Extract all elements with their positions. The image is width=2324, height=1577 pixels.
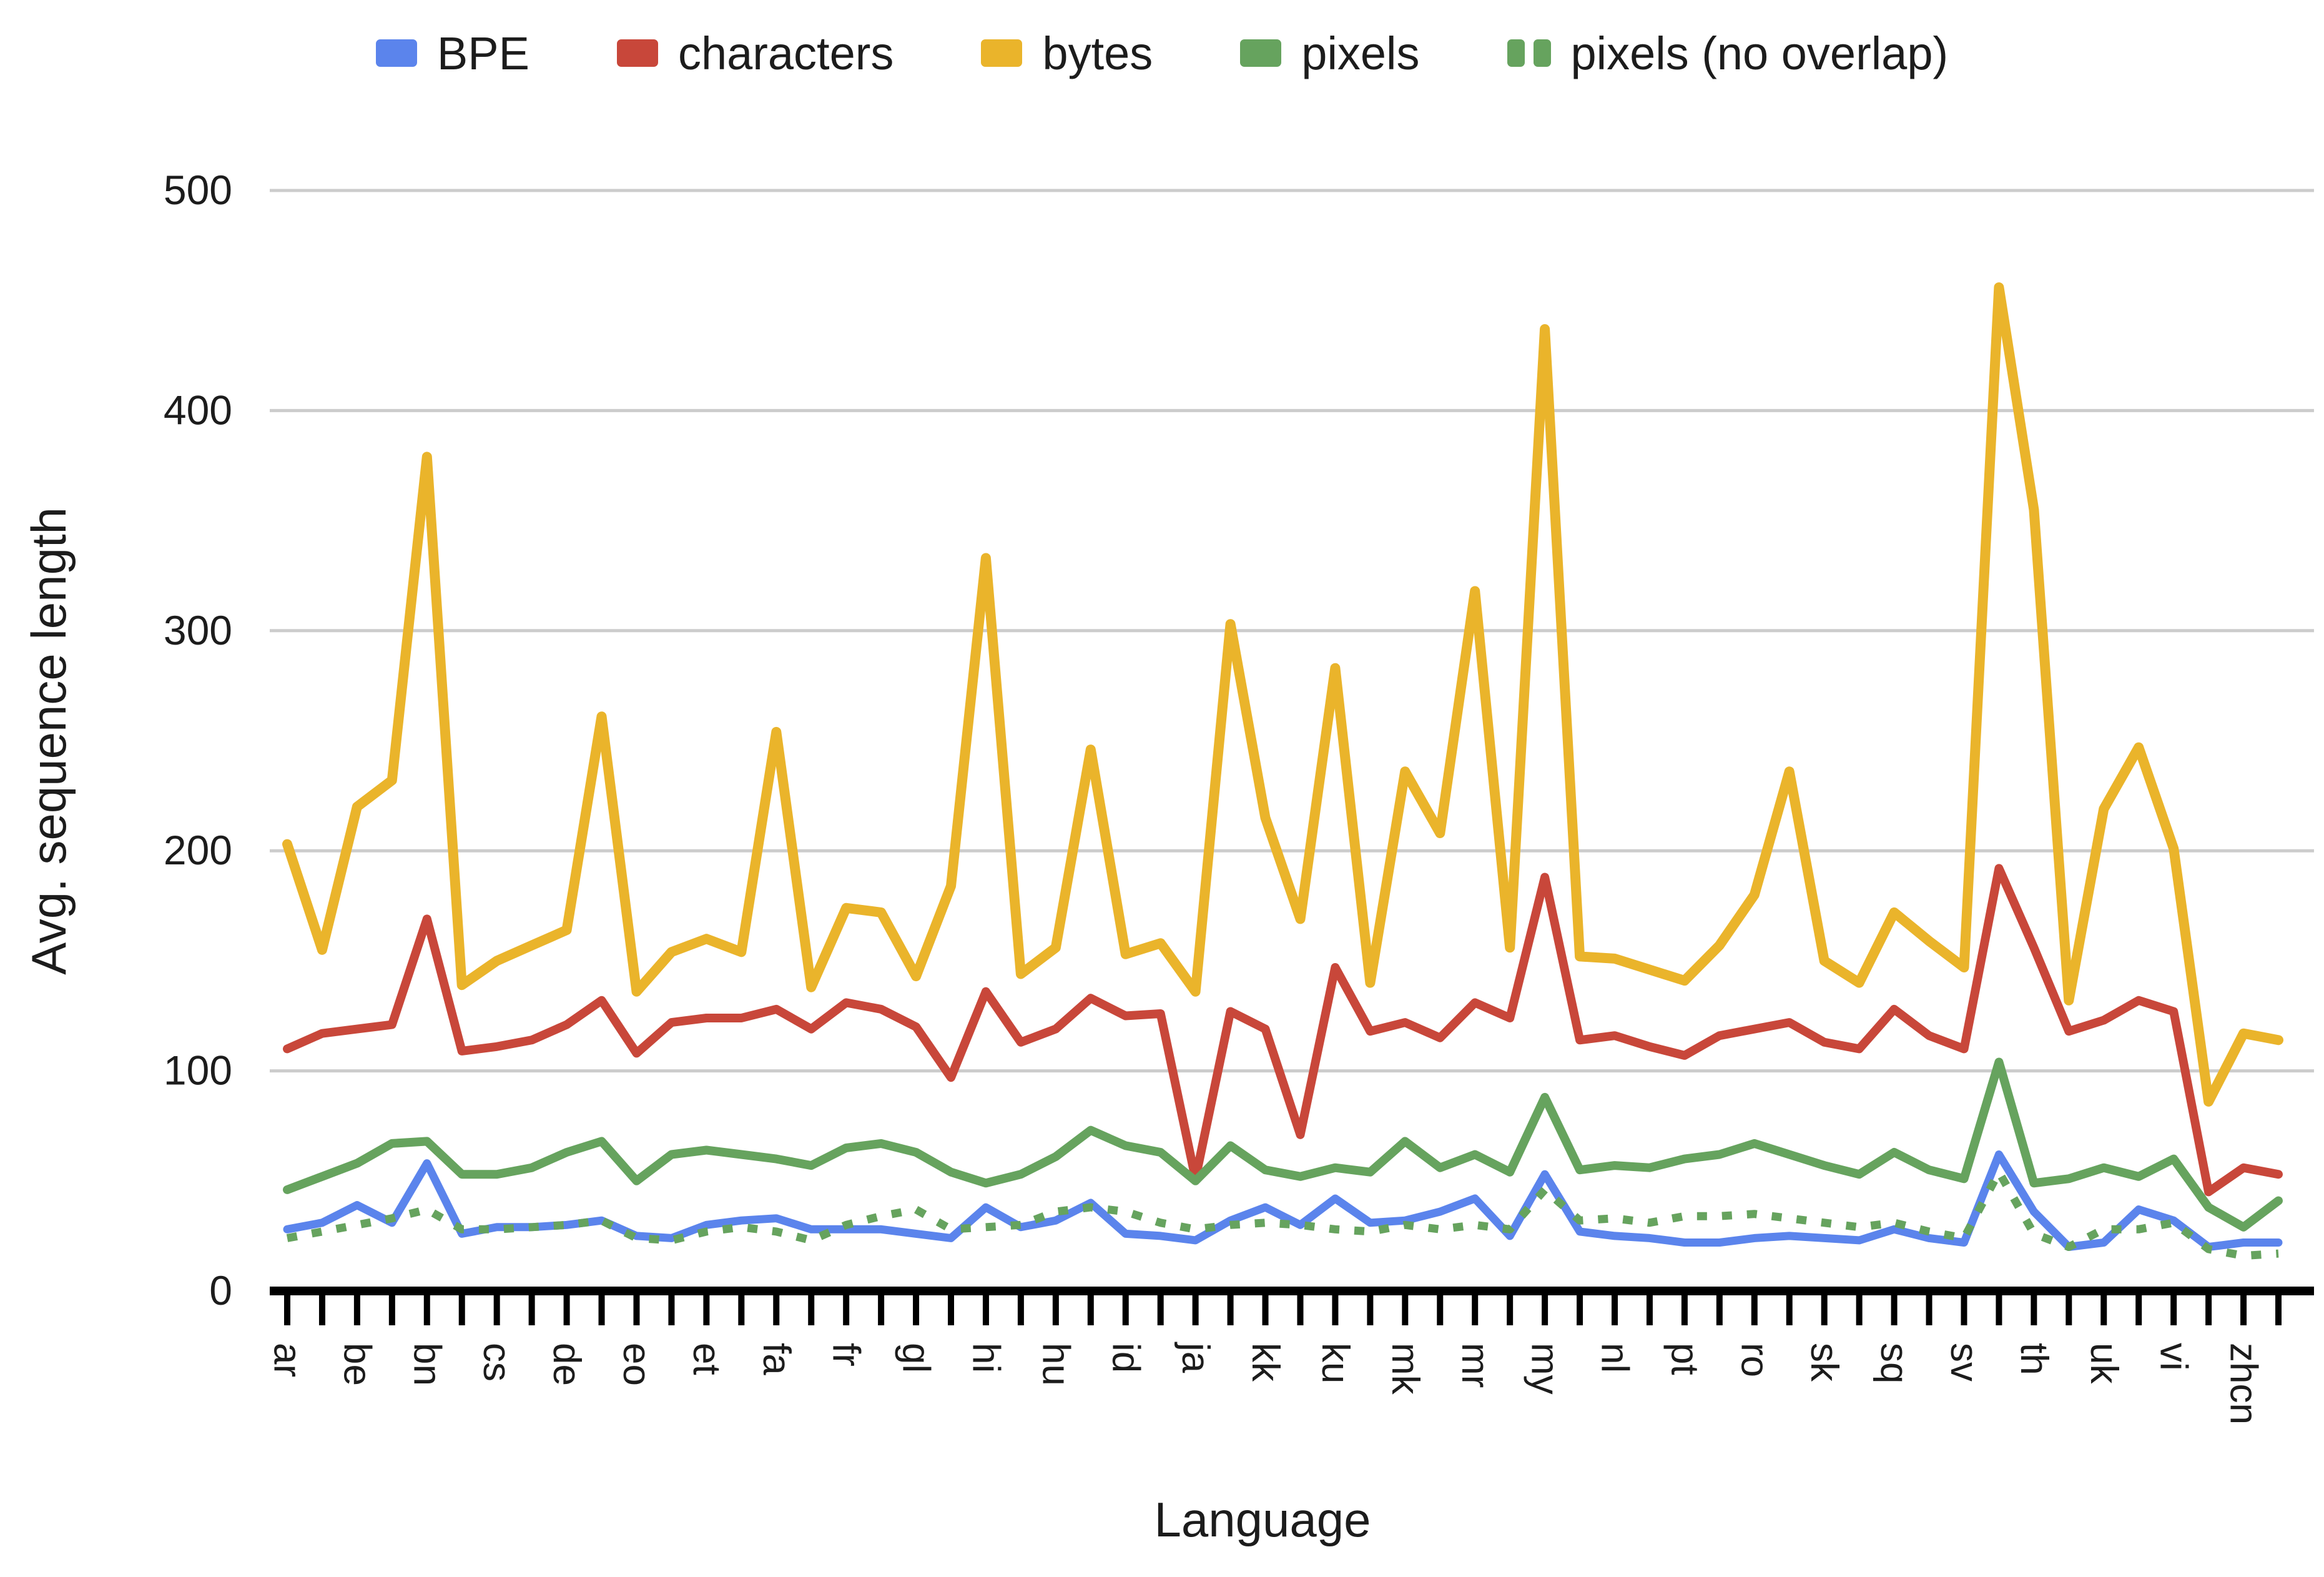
x-tick-label: hu bbox=[1034, 1343, 1077, 1386]
characters-swatch-icon bbox=[616, 39, 658, 67]
x-tick-label: fa bbox=[755, 1343, 798, 1375]
x-tick-label: id bbox=[1104, 1343, 1147, 1373]
series-lines bbox=[282, 282, 2283, 1260]
x-axis-title: Language bbox=[1154, 1492, 1371, 1547]
y-tick-label: 400 bbox=[164, 387, 232, 433]
x-tick-label: fr bbox=[825, 1343, 868, 1367]
y-tick-label: 300 bbox=[164, 607, 232, 653]
x-tick-label: th bbox=[2012, 1343, 2056, 1375]
series-line-characters bbox=[283, 864, 2283, 1197]
series-line-bytes bbox=[282, 282, 2283, 1107]
x-tick-label: ar bbox=[266, 1343, 309, 1377]
y-tick-label: 200 bbox=[164, 827, 232, 873]
x-tick-label: eo bbox=[615, 1343, 658, 1386]
x-tick-label: pt bbox=[1663, 1343, 1706, 1375]
x-tick-label: ro bbox=[1733, 1343, 1776, 1377]
series-line-bpe bbox=[283, 1150, 2283, 1251]
legend-item-pixels-no-overlap: pixels (no overlap) bbox=[1507, 27, 1949, 80]
y-axis-tick-labels: 0 100 200 300 400 500 bbox=[164, 167, 232, 1313]
x-tick-label: mr bbox=[1454, 1343, 1497, 1388]
legend: BPE characters bytes pixels pixels (no o… bbox=[0, 19, 2324, 87]
x-tick-label: bn bbox=[405, 1343, 448, 1386]
y-axis-title: Avg. sequence length bbox=[21, 507, 76, 975]
legend-item-pixels: pixels bbox=[1240, 27, 1420, 80]
legend-label: BPE bbox=[436, 27, 529, 79]
x-tick-label: mk bbox=[1384, 1343, 1427, 1395]
x-tick-label: et bbox=[685, 1343, 728, 1375]
y-tick-label: 100 bbox=[164, 1047, 232, 1094]
series-line-pixels bbox=[283, 1057, 2283, 1232]
y-tick-label: 500 bbox=[164, 167, 232, 213]
x-tick-label: zhcn bbox=[2222, 1343, 2265, 1425]
x-tick-label: sq bbox=[1873, 1343, 1916, 1383]
x-axis-tick-labels: ar be bn cs de eo et fa fr gl hi hu id ja kk ku mk mr my nl… bbox=[266, 1342, 2265, 1425]
legend-item-bytes: bytes bbox=[981, 27, 1153, 80]
x-tick-label: vi bbox=[2152, 1343, 2195, 1371]
pixels-swatch-icon bbox=[1240, 39, 1282, 67]
y-axis-title-container: Avg. sequence length bbox=[11, 190, 86, 1291]
x-tick-label: sv bbox=[1942, 1343, 1986, 1382]
x-tick-label: be bbox=[335, 1343, 378, 1386]
bpe-swatch-icon bbox=[375, 39, 417, 67]
x-tick-label: gl bbox=[895, 1343, 938, 1373]
legend-item-characters: characters bbox=[616, 27, 894, 80]
x-tick-label: my bbox=[1524, 1343, 1567, 1395]
x-tick-label: sk bbox=[1803, 1343, 1846, 1382]
legend-label: pixels bbox=[1301, 27, 1420, 79]
pixels-no-overlap-dashed-swatch-icon bbox=[1507, 39, 1551, 67]
x-tick-label: cs bbox=[475, 1343, 518, 1382]
legend-label: bytes bbox=[1042, 27, 1153, 79]
x-tick-label: hi bbox=[964, 1343, 1007, 1373]
x-tick-label: nl bbox=[1593, 1343, 1637, 1373]
x-axis bbox=[270, 1287, 2314, 1325]
y-tick-label: 0 bbox=[209, 1267, 232, 1313]
legend-item-bpe: BPE bbox=[375, 27, 529, 80]
x-tick-label: uk bbox=[2082, 1343, 2125, 1384]
x-tick-label: kk bbox=[1244, 1343, 1287, 1382]
legend-label: characters bbox=[677, 27, 894, 79]
bytes-swatch-icon bbox=[981, 39, 1023, 67]
legend-label: pixels (no overlap) bbox=[1570, 27, 1949, 79]
x-tick-label: ja bbox=[1174, 1342, 1217, 1373]
x-tick-label: ku bbox=[1314, 1343, 1357, 1383]
series-line-pixels-no-overlap- bbox=[286, 1168, 2279, 1260]
x-tick-label: de bbox=[545, 1343, 588, 1386]
